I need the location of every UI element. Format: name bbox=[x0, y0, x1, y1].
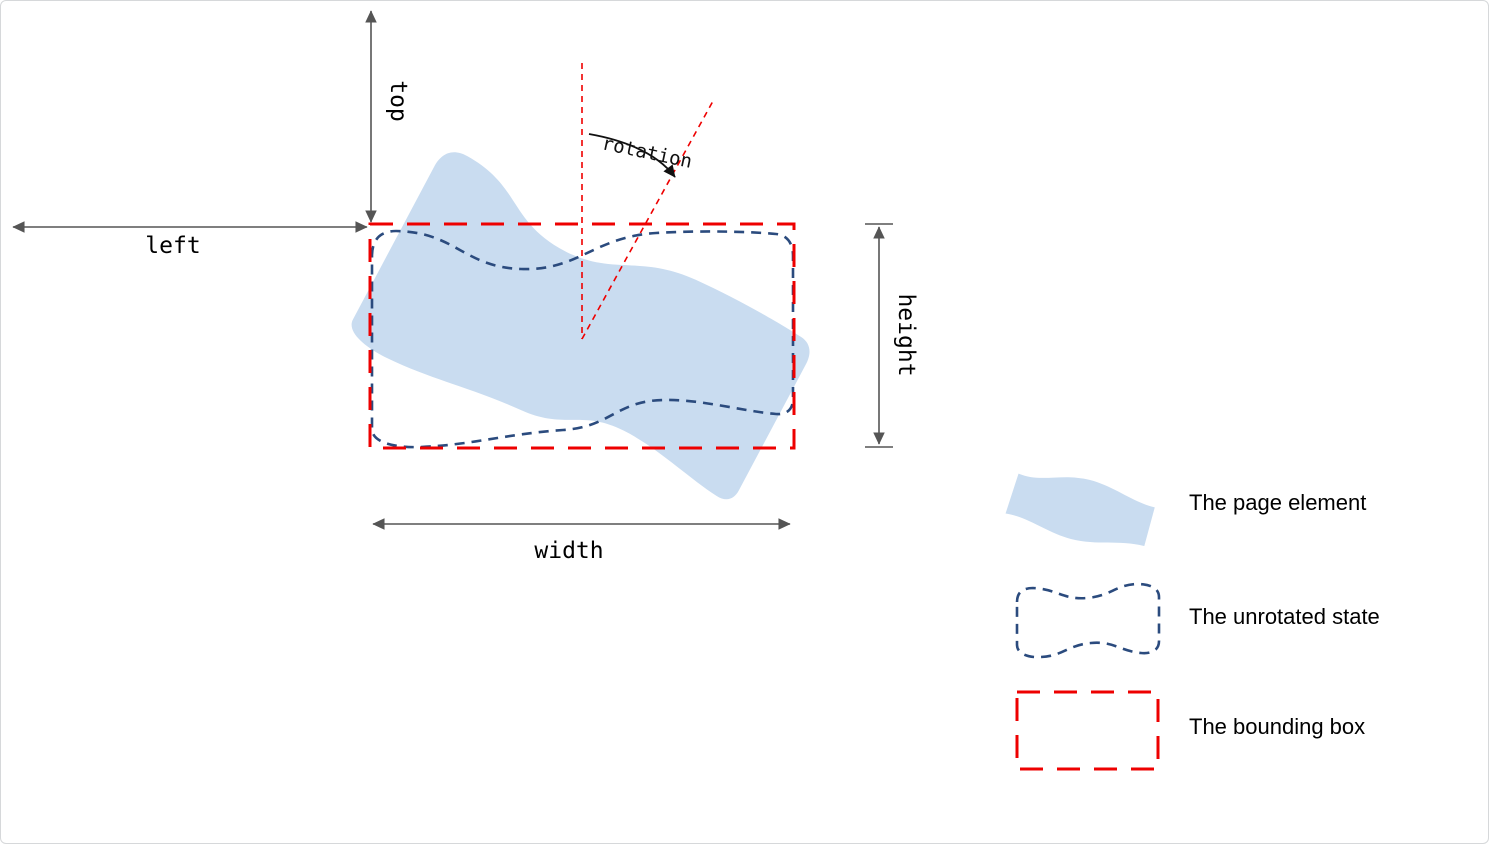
legend-swatch-unrotated-state bbox=[1015, 582, 1161, 659]
legend-label-bounding-box: The bounding box bbox=[1189, 714, 1365, 739]
rotation-arc-arrow bbox=[588, 133, 676, 178]
bounding-box-rect bbox=[368, 222, 796, 450]
legend-item-unrotated-state: The unrotated state bbox=[1015, 582, 1380, 659]
legend: The page element The unrotated state The… bbox=[1005, 473, 1380, 771]
legend-item-bounding-box: The bounding box bbox=[1015, 690, 1365, 771]
rotation-rotated-line bbox=[581, 100, 714, 340]
height-label: height bbox=[893, 293, 919, 376]
legend-swatch-bounding-box bbox=[1015, 690, 1160, 771]
width-label: width bbox=[534, 538, 603, 564]
legend-label-unrotated-state: The unrotated state bbox=[1189, 604, 1380, 629]
legend-item-page-element: The page element bbox=[1005, 473, 1366, 547]
legend-label-page-element: The page element bbox=[1189, 490, 1366, 515]
top-label: top bbox=[385, 80, 411, 122]
left-label: left bbox=[145, 233, 200, 259]
rotation-label: rotation bbox=[600, 132, 694, 173]
legend-swatch-page-element bbox=[1005, 473, 1155, 547]
page-element-shape bbox=[351, 152, 810, 500]
